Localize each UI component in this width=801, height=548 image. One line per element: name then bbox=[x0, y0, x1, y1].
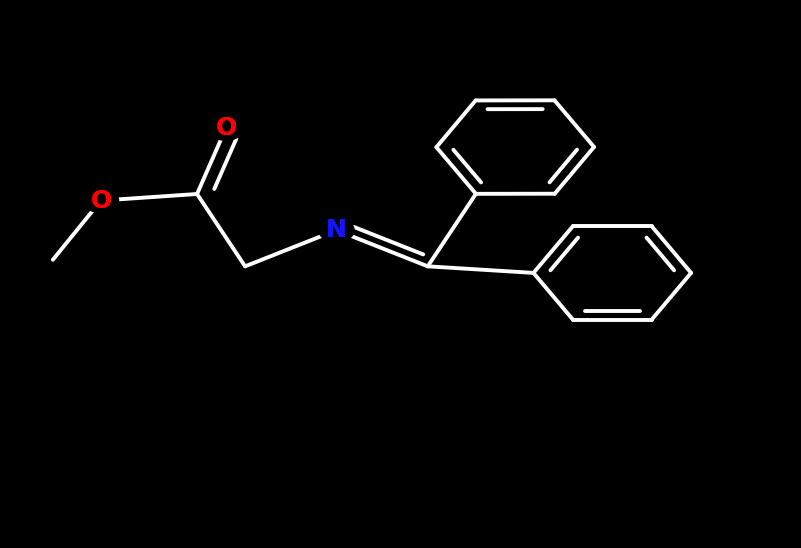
Text: N: N bbox=[326, 218, 347, 242]
Text: O: O bbox=[91, 189, 111, 213]
Text: O: O bbox=[215, 116, 236, 140]
Text: N: N bbox=[326, 218, 347, 242]
Circle shape bbox=[208, 116, 244, 140]
Circle shape bbox=[319, 218, 354, 242]
Text: O: O bbox=[91, 189, 111, 213]
Circle shape bbox=[83, 189, 119, 213]
Text: O: O bbox=[215, 116, 236, 140]
